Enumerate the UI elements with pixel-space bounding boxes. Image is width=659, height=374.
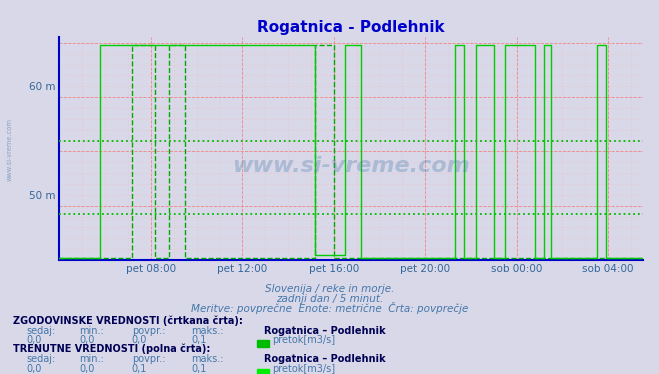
Text: www.si-vreme.com: www.si-vreme.com — [6, 118, 13, 181]
Text: min.:: min.: — [79, 326, 104, 335]
Text: ZGODOVINSKE VREDNOSTI (črtkana črta):: ZGODOVINSKE VREDNOSTI (črtkana črta): — [13, 315, 243, 325]
Text: 0,0: 0,0 — [79, 364, 94, 374]
Text: Rogatnica – Podlehnik: Rogatnica – Podlehnik — [264, 326, 386, 335]
Text: sedaj:: sedaj: — [26, 326, 55, 335]
Text: 0,0: 0,0 — [79, 335, 94, 345]
Text: TRENUTNE VREDNOSTI (polna črta):: TRENUTNE VREDNOSTI (polna črta): — [13, 344, 211, 354]
Text: sedaj:: sedaj: — [26, 354, 55, 364]
Text: www.si-vreme.com: www.si-vreme.com — [232, 156, 470, 177]
Text: min.:: min.: — [79, 354, 104, 364]
Text: Meritve: povprečne  Enote: metrične  Črta: povprečje: Meritve: povprečne Enote: metrične Črta:… — [191, 302, 468, 314]
Text: Slovenija / reke in morje.: Slovenija / reke in morje. — [265, 284, 394, 294]
Text: 0,1: 0,1 — [191, 335, 206, 345]
Text: 0,1: 0,1 — [191, 364, 206, 374]
Text: pretok[m3/s]: pretok[m3/s] — [272, 364, 335, 374]
Text: 0,0: 0,0 — [26, 364, 42, 374]
Text: maks.:: maks.: — [191, 326, 223, 335]
Text: maks.:: maks.: — [191, 354, 223, 364]
Text: 0,0: 0,0 — [132, 335, 147, 345]
Text: pretok[m3/s]: pretok[m3/s] — [272, 335, 335, 345]
Text: 0,1: 0,1 — [132, 364, 147, 374]
Text: zadnji dan / 5 minut.: zadnji dan / 5 minut. — [276, 294, 383, 304]
Text: 0,0: 0,0 — [26, 335, 42, 345]
Text: povpr.:: povpr.: — [132, 326, 165, 335]
Text: povpr.:: povpr.: — [132, 354, 165, 364]
Text: Rogatnica – Podlehnik: Rogatnica – Podlehnik — [264, 354, 386, 364]
Title: Rogatnica - Podlehnik: Rogatnica - Podlehnik — [257, 20, 445, 35]
